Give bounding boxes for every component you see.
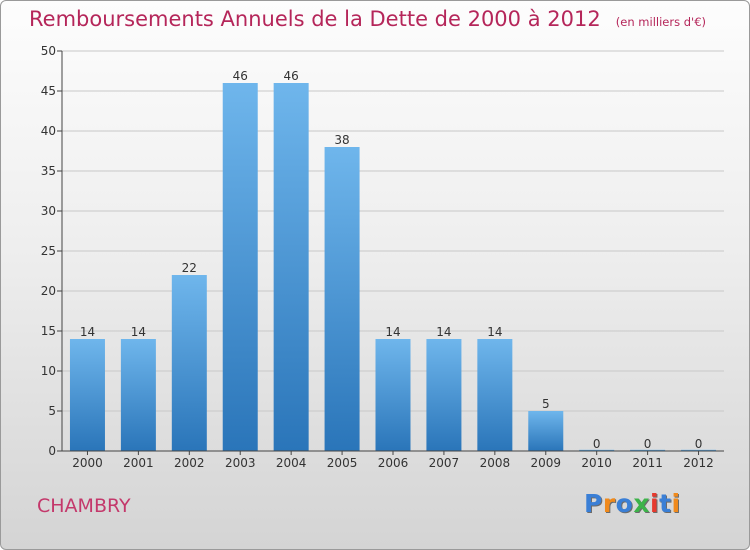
data-label-2009: 5 [542,397,550,411]
bar-2006 [375,339,411,451]
logo-letter: P [584,489,603,518]
data-label-2002: 22 [182,261,197,275]
bar-2010 [579,449,615,451]
y-tick-label: 5 [48,404,56,418]
y-tick-label: 0 [48,444,56,458]
unit-text: (en milliers d'€) [615,15,706,29]
data-label-2003: 46 [233,69,248,83]
bar-2004 [273,83,309,451]
data-label-2011: 0 [644,437,652,451]
y-tick-label: 45 [41,84,56,98]
bar-2002 [171,275,207,451]
x-tick-label-2003: 2003 [225,456,256,470]
y-tick-label: 40 [41,124,56,138]
commune-name: CHAMBRY [37,495,131,517]
x-tick-label-2006: 2006 [378,456,409,470]
x-tick-label-2010: 2010 [581,456,612,470]
x-tick-label-2005: 2005 [327,456,358,470]
x-tick-label-2009: 2009 [530,456,561,470]
data-label-2001: 14 [131,325,146,339]
logo-letter: i [671,489,681,518]
bar-2005 [324,147,360,451]
y-tick-label: 20 [41,284,56,298]
chart-title: Remboursements Annuels de la Dette de 20… [29,7,706,31]
x-tick-label-2004: 2004 [276,456,307,470]
y-tick-label: 15 [41,324,56,338]
logo-letter: o [615,489,634,518]
data-label-2012: 0 [695,437,703,451]
y-tick-label: 35 [41,164,56,178]
x-tick-label-2001: 2001 [123,456,154,470]
data-label-2005: 38 [334,133,349,147]
data-label-2006: 14 [385,325,400,339]
title-text: Remboursements Annuels de la Dette de 20… [29,7,601,31]
logo-letter: i [650,489,660,518]
bar-2003 [222,83,258,451]
data-label-2010: 0 [593,437,601,451]
bar-2000 [69,339,105,451]
bar-2012 [681,449,717,451]
bar-2008 [477,339,513,451]
x-tick-label-2011: 2011 [632,456,663,470]
x-tick-label-2012: 2012 [683,456,714,470]
y-tick-label: 30 [41,204,56,218]
logo-letter: r [602,489,616,518]
bar-2007 [426,339,462,451]
bar-2001 [120,339,156,451]
y-tick-label: 50 [41,44,56,58]
x-tick-label-2000: 2000 [72,456,103,470]
y-tick-label: 10 [41,364,56,378]
proxiti-logo: Proxiti [584,489,681,518]
x-tick-label-2007: 2007 [429,456,460,470]
x-tick-label-2008: 2008 [480,456,511,470]
data-label-2008: 14 [487,325,502,339]
logo-letter: x [633,489,650,518]
data-label-2004: 46 [284,69,299,83]
y-tick-label: 25 [41,244,56,258]
bar-2011 [630,449,666,451]
x-tick-label-2002: 2002 [174,456,205,470]
data-label-2000: 14 [80,325,95,339]
data-label-2007: 14 [436,325,451,339]
bar-2009 [528,411,564,451]
logo-letter: t [659,489,672,518]
